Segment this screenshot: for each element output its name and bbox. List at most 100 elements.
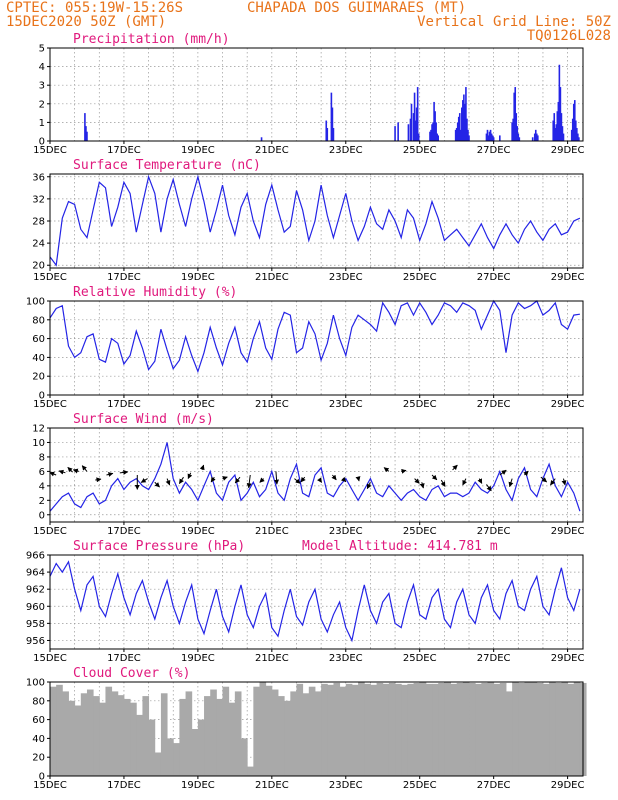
- precip-bar: [554, 127, 557, 141]
- y-tick-label: 20: [32, 372, 45, 383]
- cloud-cover-bar: [469, 682, 476, 776]
- cloud-cover-bar: [395, 683, 402, 776]
- wind-direction-arrow: [178, 476, 184, 484]
- precip-bar: [458, 113, 461, 141]
- wind-direction-arrow: [49, 471, 57, 477]
- wind-direction-arrow: [383, 467, 390, 473]
- wind-direction-arrow: [222, 476, 228, 481]
- precip-bar: [332, 127, 335, 141]
- y-tick-label: 28: [32, 217, 45, 228]
- precip-bar: [461, 107, 463, 141]
- precip-bar: [533, 133, 536, 141]
- precip-bar: [512, 118, 514, 141]
- y-tick-label: 4: [39, 62, 45, 73]
- y-tick-label: 20: [32, 261, 45, 272]
- x-tick-label: 27DEC: [477, 653, 511, 664]
- precip-bar: [465, 87, 467, 141]
- cloud-cover-bar: [228, 702, 236, 776]
- precip-bar: [84, 113, 86, 141]
- wind-direction-arrow: [300, 476, 306, 483]
- precip-bar: [457, 116, 460, 141]
- cloud-cover-bar: [253, 686, 260, 776]
- wind-direction-arrow: [317, 477, 323, 483]
- precip-bar: [553, 113, 556, 141]
- precip-bar: [517, 133, 520, 141]
- cloud-cover-bar: [382, 683, 390, 776]
- pressure-panel: Surface Pressure (hPa) Model Altitude: 41…: [26, 539, 585, 664]
- precip-bar: [415, 107, 418, 141]
- x-tick-label: 23DEC: [329, 653, 363, 664]
- x-tick-label: 25DEC: [403, 526, 437, 537]
- precip-bar: [435, 122, 437, 141]
- cloud-cover-bar: [80, 693, 88, 776]
- cloud-cover-bar: [154, 752, 162, 776]
- precip-bar: [572, 103, 575, 141]
- precip-bar: [511, 122, 513, 141]
- wind-direction-arrow: [452, 464, 458, 471]
- precip-bar: [531, 137, 534, 141]
- x-tick-label: 23DEC: [329, 272, 363, 283]
- cloud-cover-bar: [450, 683, 458, 776]
- precip-bar: [467, 129, 469, 141]
- x-tick-label: 15DEC: [33, 399, 67, 410]
- rh-series-line: [49, 299, 580, 374]
- wind-direction-arrow: [259, 477, 265, 483]
- x-tick-label: 29DEC: [551, 526, 585, 537]
- precip-bar: [485, 133, 488, 141]
- panel-title: Surface Pressure (hPa): [73, 539, 245, 554]
- y-tick-label: 960: [26, 602, 45, 613]
- wind-direction-arrow: [210, 476, 216, 483]
- wind-direction-arrow: [477, 478, 483, 484]
- cloud-cover-bar: [536, 682, 544, 776]
- x-tick-label: 17DEC: [107, 653, 141, 664]
- panel-frame: [49, 47, 584, 142]
- x-tick-label: 25DEC: [403, 272, 437, 283]
- precip-bar: [417, 133, 420, 141]
- cloud-cover-bar: [271, 689, 279, 776]
- x-tick-label: 19DEC: [181, 399, 215, 410]
- wind-direction-arrow: [508, 478, 514, 488]
- precip-bar: [434, 111, 436, 141]
- y-tick-label: 40: [32, 734, 45, 745]
- cloud-cover-bar: [284, 700, 291, 776]
- x-tick-label: 15DEC: [33, 272, 67, 283]
- cloud-cover-bar: [50, 686, 57, 776]
- x-tick-label: 17DEC: [107, 780, 141, 791]
- x-tick-label: 29DEC: [551, 399, 585, 410]
- cloud-cover-bar: [148, 719, 156, 776]
- x-tick-label: 17DEC: [107, 526, 141, 537]
- temp-series-line: [49, 174, 581, 267]
- cloud-cover-bar: [321, 683, 328, 776]
- cloud-cover-bar: [407, 683, 415, 776]
- precip-bar: [560, 113, 563, 141]
- cloud-cover-bar: [123, 698, 131, 776]
- y-tick-label: 100: [26, 678, 45, 689]
- panel-title: Relative Humidity (%): [73, 285, 237, 300]
- cloud-cover-bar: [277, 696, 285, 776]
- press-series-line: [49, 560, 581, 643]
- cloud-cover-panel: Cloud Cover (%) 0 20 40 60 80 100 15DEC 17DEC 19D…: [26, 666, 587, 791]
- precip-bar: [416, 87, 419, 141]
- x-tick-label: 17DEC: [107, 399, 141, 410]
- header-run-date: 15DEC2020 50Z (GMT): [6, 14, 166, 30]
- cloud-cover-bar: [259, 682, 267, 776]
- cloud-cover-bar: [567, 683, 575, 776]
- wind-direction-arrow: [419, 482, 425, 489]
- x-tick-label: 27DEC: [477, 399, 511, 410]
- cloud-cover-bar: [62, 691, 69, 776]
- header-model-name: TQ0126L028: [527, 28, 611, 44]
- y-tick-label: 80: [32, 315, 45, 326]
- wind-direction-arrow: [462, 478, 467, 486]
- x-tick-label: 17DEC: [107, 272, 141, 283]
- y-tick-label: 958: [26, 619, 45, 630]
- wind-direction-arrow: [274, 471, 280, 485]
- precip-bar: [430, 129, 432, 141]
- x-tick-label: 27DEC: [477, 780, 511, 791]
- y-tick-label: 4: [39, 481, 45, 492]
- x-tick-label: 27DEC: [477, 272, 511, 283]
- cloud-cover-bar: [105, 686, 113, 776]
- cloud-cover-bar: [136, 714, 143, 776]
- y-tick-label: 964: [26, 568, 45, 579]
- y-tick-label: 36: [32, 172, 45, 183]
- x-tick-label: 27DEC: [477, 526, 511, 537]
